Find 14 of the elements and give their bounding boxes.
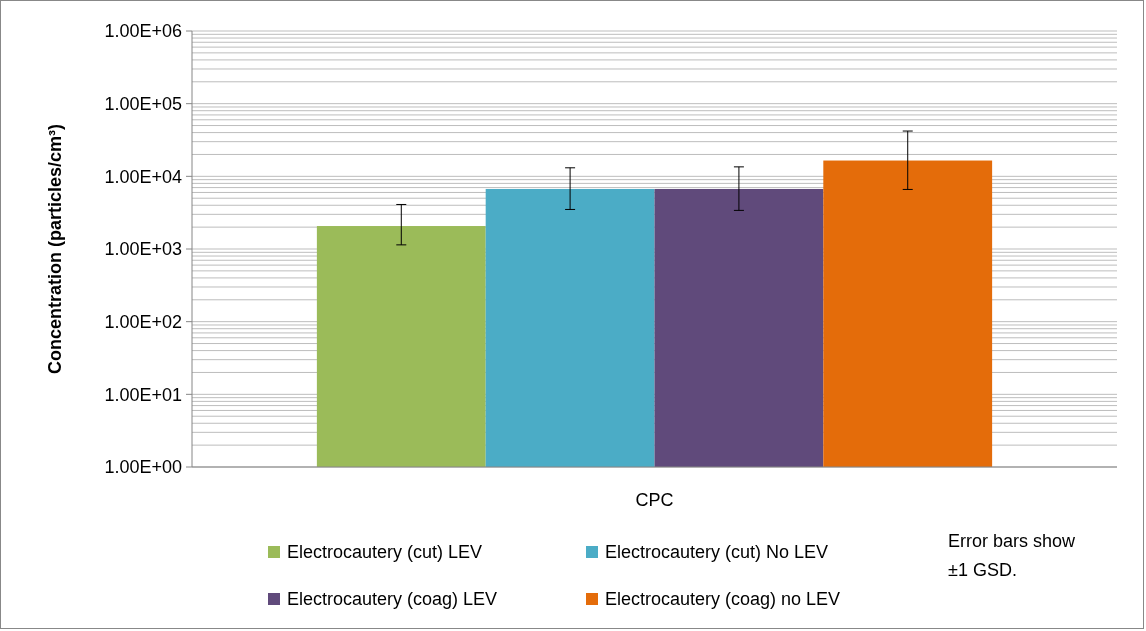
y-tick-label: 1.00E+06 [104, 21, 182, 42]
y-tick-label: 1.00E+02 [104, 311, 182, 332]
y-tick-label: 1.00E+04 [104, 166, 182, 187]
y-tick-label: 1.00E+03 [104, 239, 182, 260]
x-tick-label: CPC [635, 490, 674, 511]
y-tick-label: 1.00E+05 [104, 93, 182, 114]
legend-label: Electrocautery (coag) LEV [287, 589, 498, 610]
text: Error bars show ±1 GSD. [948, 531, 1077, 581]
y-axis-title: Concentration (particles/cm³) [45, 123, 66, 375]
legend-label: Electrocautery (cut) LEV [287, 542, 483, 563]
y-tick-label: 1.00E+01 [104, 384, 182, 405]
legend-label: Electrocautery (cut) No LEV [605, 542, 829, 563]
y-tick-label: 1.00E+00 [104, 457, 182, 478]
legend-label: Electrocautery (coag) no LEV [605, 589, 841, 610]
